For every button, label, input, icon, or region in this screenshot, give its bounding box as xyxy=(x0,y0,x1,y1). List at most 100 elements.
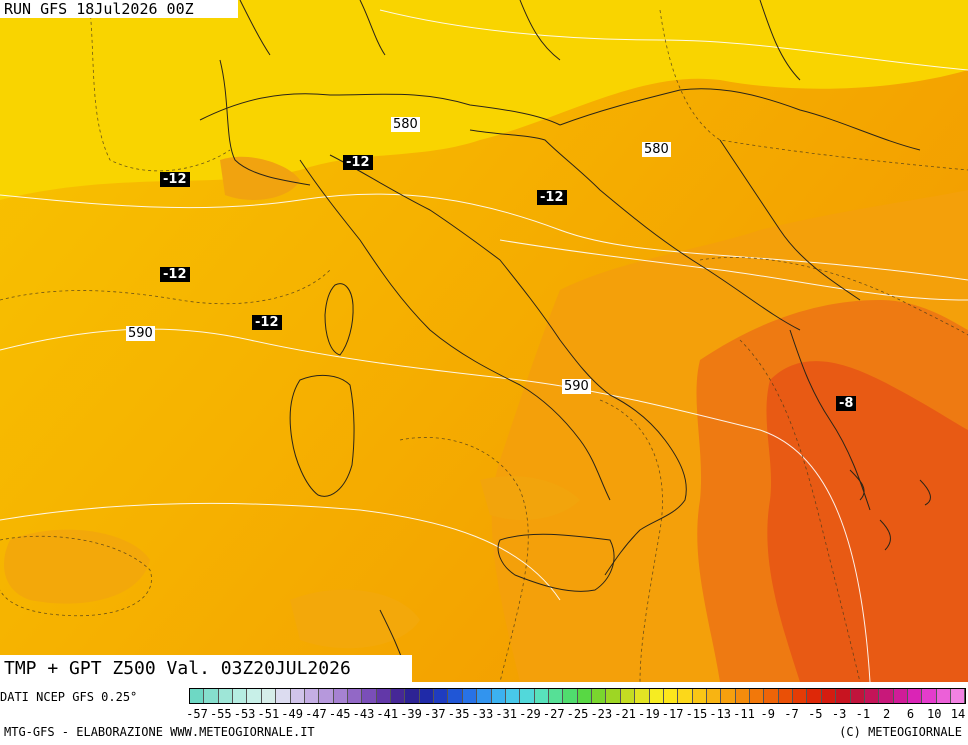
color-swatch xyxy=(750,689,765,703)
run-label: RUN GFS 18Jul2026 00Z xyxy=(0,0,238,18)
coastline-corsica xyxy=(324,283,354,356)
tick-label: -5 xyxy=(808,707,823,721)
tick-label: 2 xyxy=(883,707,891,721)
color-swatch xyxy=(864,689,880,703)
tick-label: -21 xyxy=(614,707,636,721)
tick-label: -49 xyxy=(281,707,303,721)
color-swatch xyxy=(405,689,420,703)
color-swatch xyxy=(735,689,751,703)
color-swatch xyxy=(649,689,664,703)
color-scale-bar xyxy=(189,688,966,704)
color-swatch xyxy=(577,689,593,703)
border-north xyxy=(239,0,801,81)
tick-label: -55 xyxy=(209,707,232,721)
coastline-sicily xyxy=(497,533,615,592)
tick-label: -17 xyxy=(661,707,684,721)
color-swatch xyxy=(563,689,578,703)
tmp-label: -12 xyxy=(160,267,190,282)
color-swatch xyxy=(261,689,277,703)
gpt-contour xyxy=(0,328,871,682)
tick-label: -9 xyxy=(760,707,775,721)
tick-label: -29 xyxy=(519,707,541,721)
color-swatch xyxy=(635,689,650,703)
coastline-adriatic xyxy=(469,129,801,331)
gpt-contour xyxy=(499,239,968,301)
border-alps xyxy=(199,93,561,126)
temperature-map: RUN GFS 18Jul2026 00Z 580 580 590 590 -1… xyxy=(0,0,968,682)
color-swatch xyxy=(434,689,449,703)
coastline-italy xyxy=(329,154,687,576)
border-balkans xyxy=(559,88,921,151)
gpt-label: 590 xyxy=(562,379,591,394)
temp-blob xyxy=(220,156,300,200)
temp-zone-cool xyxy=(0,0,968,200)
coastline-greece-islands xyxy=(849,469,931,551)
gpt-contour xyxy=(379,9,968,71)
tick-label: -35 xyxy=(447,707,470,721)
color-swatch xyxy=(491,689,506,703)
tick-label: 10 xyxy=(926,707,942,721)
color-swatch xyxy=(922,689,937,703)
tick-label: 14 xyxy=(950,707,966,721)
temp-blob xyxy=(480,476,580,520)
tick-label: -1 xyxy=(855,707,871,721)
color-swatch xyxy=(907,689,923,703)
tick-label: -15 xyxy=(685,707,708,721)
tmp-contour xyxy=(739,339,861,682)
color-swatch xyxy=(620,689,636,703)
color-swatch xyxy=(204,689,219,703)
tick-label: -45 xyxy=(328,707,351,721)
tick-label: -39 xyxy=(400,707,422,721)
border-balkans-2 xyxy=(719,139,861,301)
tmp-contour xyxy=(89,9,231,172)
tick-label: -7 xyxy=(784,707,799,721)
tick-label: -27 xyxy=(542,707,565,721)
color-swatch xyxy=(706,689,722,703)
tick-label: -25 xyxy=(566,707,589,721)
color-swatch xyxy=(534,689,549,703)
tick-label: -53 xyxy=(233,707,256,721)
color-swatch xyxy=(893,689,908,703)
color-swatch xyxy=(477,689,492,703)
tick-label: -23 xyxy=(590,707,613,721)
tmp-label: -8 xyxy=(836,396,857,411)
color-swatch xyxy=(606,689,621,703)
tmp-label: -12 xyxy=(537,190,567,205)
color-swatch xyxy=(793,689,808,703)
color-swatch xyxy=(879,689,894,703)
color-swatch xyxy=(233,689,248,703)
color-swatch xyxy=(304,689,320,703)
tick-label: -43 xyxy=(352,707,375,721)
temp-zone-hottest xyxy=(766,361,968,682)
color-swatch xyxy=(692,689,707,703)
color-swatch xyxy=(276,689,291,703)
color-swatch xyxy=(936,689,952,703)
color-swatch xyxy=(520,689,535,703)
tick-label: -31 xyxy=(495,707,517,721)
color-swatch xyxy=(836,689,851,703)
gpt-contour xyxy=(0,502,561,601)
tick-label: -11 xyxy=(733,707,755,721)
color-swatch xyxy=(376,689,392,703)
tick-label: -57 xyxy=(186,707,208,721)
tmp-contour xyxy=(0,535,152,617)
color-swatch xyxy=(821,689,837,703)
color-swatch xyxy=(448,689,463,703)
color-swatch xyxy=(764,689,779,703)
gpt-label: 580 xyxy=(642,142,671,157)
tick-label: -3 xyxy=(831,707,847,721)
color-swatch xyxy=(362,689,377,703)
tick-label: -41 xyxy=(376,707,399,721)
color-swatch xyxy=(678,689,693,703)
tick-label: -51 xyxy=(257,707,280,721)
tick-label: -13 xyxy=(709,707,732,721)
color-swatch xyxy=(951,689,966,703)
tick-label: -37 xyxy=(423,707,446,721)
tmp-label: -12 xyxy=(160,172,190,187)
color-swatch xyxy=(319,689,334,703)
tick-label: -33 xyxy=(471,707,494,721)
temp-blob xyxy=(290,589,420,649)
gpt-label: 580 xyxy=(391,117,420,132)
tmp-contour xyxy=(659,9,968,171)
